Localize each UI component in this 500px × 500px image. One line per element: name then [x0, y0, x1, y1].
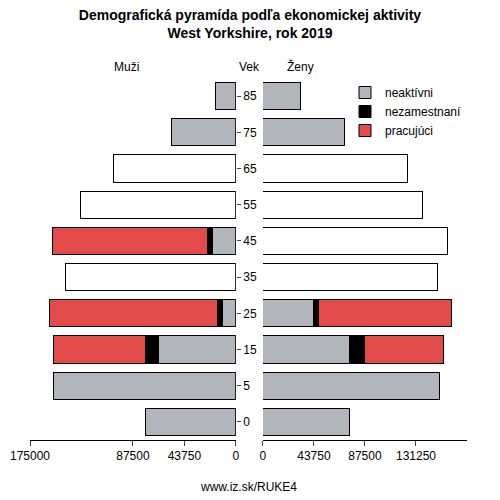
svg-text:45: 45	[243, 234, 257, 248]
svg-text:75: 75	[243, 126, 257, 140]
svg-text:Vek: Vek	[239, 60, 260, 74]
svg-text:55: 55	[243, 198, 257, 212]
svg-text:15: 15	[243, 343, 257, 357]
svg-text:87500: 87500	[116, 449, 150, 463]
svg-text:Ženy: Ženy	[287, 59, 314, 74]
svg-text:43750: 43750	[168, 449, 202, 463]
svg-text:neaktívni: neaktívni	[385, 86, 433, 100]
svg-text:87500: 87500	[348, 449, 382, 463]
svg-text:0: 0	[232, 449, 239, 463]
svg-text:131250: 131250	[396, 449, 436, 463]
svg-text:85: 85	[243, 89, 257, 103]
svg-text:www.iz.sk/RUKE4: www.iz.sk/RUKE4	[200, 480, 297, 494]
svg-text:nezamestnaní: nezamestnaní	[385, 105, 461, 119]
svg-text:65: 65	[243, 162, 257, 176]
svg-text:pracujúci: pracujúci	[385, 124, 433, 138]
svg-text:5: 5	[243, 379, 250, 393]
svg-text:0: 0	[243, 415, 250, 429]
svg-text:175000: 175000	[10, 449, 50, 463]
svg-text:Demografická pyramída podľa ek: Demografická pyramída podľa ekonomickej …	[79, 7, 422, 41]
svg-text:25: 25	[243, 307, 257, 321]
svg-text:43750: 43750	[297, 449, 331, 463]
svg-text:35: 35	[243, 270, 257, 284]
svg-text:Muži: Muži	[114, 60, 139, 74]
svg-text:0: 0	[260, 449, 267, 463]
